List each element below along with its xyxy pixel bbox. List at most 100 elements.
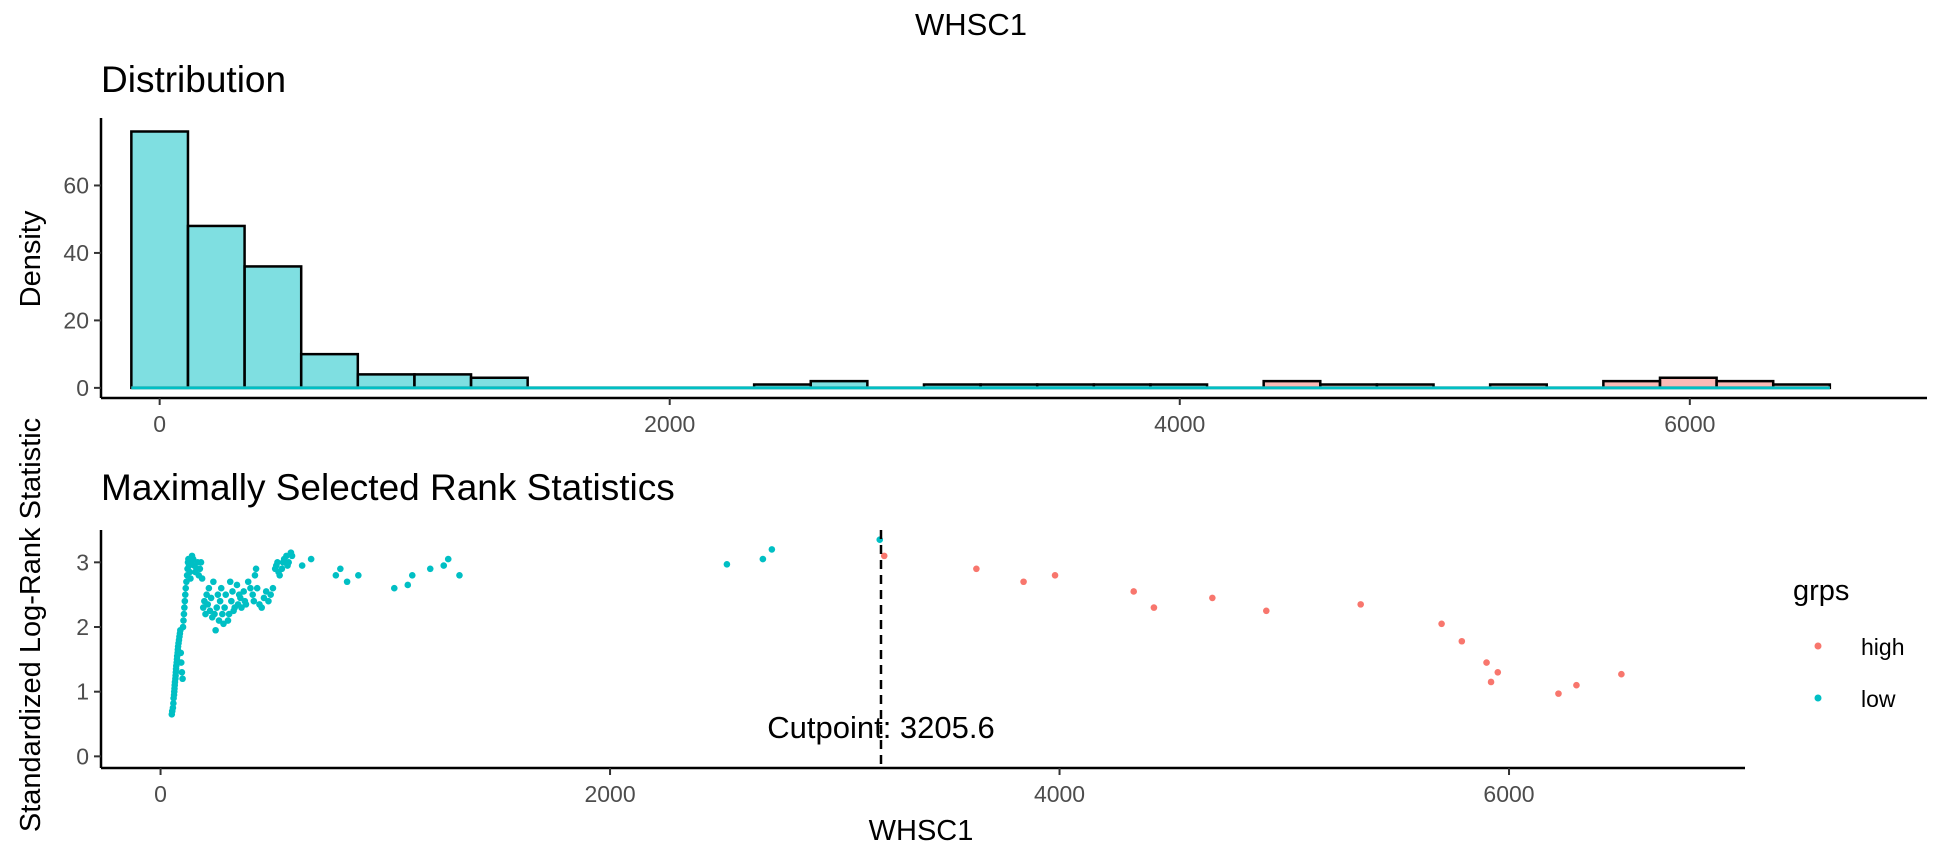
rank-statistics-y-tick-label: 2 [76,614,89,640]
rank-statistics-y-label: Standardized Log-Rank Statistic [15,418,47,832]
scatter-point-low [240,588,248,595]
scatter-point-high [1483,659,1490,666]
scatter-point-high [1357,601,1364,608]
scatter-point-high [1458,637,1466,645]
histogram-bar-low [469,376,529,390]
scatter-point-high [1130,588,1137,595]
rank-statistics-x-tick-label: 0 [154,781,167,807]
scatter-point-low [210,578,217,586]
scatter-point-low [332,571,340,579]
rank-statistics-y-tick-label: 3 [76,549,89,575]
scatter-point-high [973,565,980,573]
scatter-point-low [229,588,236,595]
scatter-point-low [204,601,212,608]
scatter-point-high [1618,670,1625,678]
scatter-point-low [426,565,434,573]
distribution-x-tick-label: 4000 [1154,411,1205,437]
scatter-point-high [1051,571,1059,579]
scatter-point-low [224,617,232,624]
scatter-point-low [182,584,190,592]
scatter-point-low [269,584,277,592]
scatter-point-low [180,610,188,618]
scatter-point-low [249,591,257,598]
histogram-bar-low [299,352,360,390]
scatter-point-low [298,562,306,569]
legend-high-label: high [1861,634,1904,660]
distribution-y-tick-label: 40 [63,240,89,266]
scatter-point-high [1494,668,1502,676]
scatter-point-low [228,597,235,605]
scatter-point-low [181,604,188,611]
scatter-point-low [253,584,261,592]
distribution-x-tick-label: 2000 [644,411,695,437]
histogram-bar-high [1658,376,1718,390]
scatter-point-low [258,604,265,611]
scatter-point-high [880,552,888,560]
distribution-y-tick-label: 60 [63,172,89,198]
scatter-point-low [444,555,452,563]
scatter-point-low [213,604,221,611]
scatter-point-low [456,571,463,579]
scatter-point-low [244,578,252,586]
distribution-y-tick-label: 0 [76,375,89,401]
scatter-point-low [212,626,219,634]
scatter-point-low [440,562,448,569]
scatter-point-low [337,565,344,573]
scatter-point-low [187,575,194,582]
scatter-point-low [170,700,177,707]
scatter-point-low [177,649,185,657]
scatter-point-high [1262,607,1270,615]
scatter-point-low [288,552,296,560]
legend-low-label: low [1861,686,1896,712]
scatter-point-low [179,623,187,631]
scatter-point-low [252,565,260,573]
rank-statistics-axes: 0 1 2 3 0 2000 4000 6000 [76,530,1745,807]
scatter-point-low [178,668,186,676]
scatter-point-low [216,597,224,605]
scatter-point-low [250,597,258,605]
scatter-point-high [1020,578,1027,586]
scatter-point-low [221,604,228,611]
scatter-point-low [179,675,186,683]
scatter-point-low [355,571,362,579]
scatter-point-low [274,559,281,566]
histogram-bar-low [413,373,473,390]
histogram-bar-low [130,130,190,390]
scatter-point-low [211,610,218,618]
scatter-point-low [343,578,351,586]
distribution-y-label: Density [15,210,47,307]
scatter-point-low [759,555,767,563]
rank-statistics-subtitle: Maximally Selected Rank Statistics [101,467,675,508]
scatter-point-low [768,546,776,553]
scatter-point-low [181,597,189,605]
scatter-point-high [1209,594,1216,602]
scatter-point-high [1150,604,1158,611]
histogram-bar-low [243,265,303,390]
rank-statistics-x-tick-label: 6000 [1483,781,1534,807]
scatter-point-low [242,601,250,608]
scatter-point-low [278,565,286,573]
scatter-point-low [222,591,230,598]
histogram-bar-low [356,373,416,390]
distribution-y-tick-label: 20 [63,307,89,333]
distribution-axes: 0 20 40 60 0 2000 4000 6000 [63,118,1927,437]
legend-low-key [1814,694,1822,702]
legend-title: grps [1793,575,1849,607]
rank-statistics-panel: Maximally Selected Rank Statistics Stand… [15,418,1745,847]
scatter-point-low [207,594,215,602]
histogram-bar-low [186,224,246,390]
scatter-point-low [408,571,416,579]
rank-statistics-x-tick-label: 4000 [1034,781,1085,807]
scatter-point-high [1438,620,1445,628]
rank-statistics-y-tick-label: 0 [76,743,89,769]
scatter-point-low [198,575,206,582]
scatter-point-low [723,560,731,568]
legend: grps high low [1793,575,1904,712]
cutpoint-label: Cutpoint: 3205.6 [767,710,995,745]
scatter-point-low [226,578,234,586]
scatter-point-low [251,571,259,579]
scatter-point-low [267,591,274,598]
scatter-point-low [247,584,254,592]
scatter-point-low [205,584,213,592]
scatter-point-low [307,555,315,563]
